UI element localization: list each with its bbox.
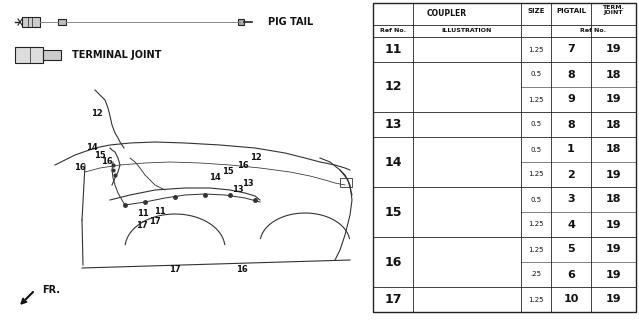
Text: 14: 14 [384,156,402,169]
Text: 19: 19 [606,94,621,105]
Text: 10: 10 [564,294,579,305]
Text: 1.25: 1.25 [528,246,544,252]
Text: 2: 2 [567,170,575,180]
Text: 14: 14 [86,143,98,153]
Text: ILLUSTRATION: ILLUSTRATION [442,28,492,34]
Text: 7: 7 [567,44,575,54]
Text: 1.25: 1.25 [528,221,544,228]
Text: 17: 17 [136,220,148,229]
Text: 0.5: 0.5 [530,71,542,77]
Text: 15: 15 [384,205,402,219]
Text: 1: 1 [567,145,575,155]
Text: 12: 12 [384,81,402,93]
Text: 12: 12 [250,154,262,163]
Text: 3: 3 [567,195,575,204]
Bar [15,47,43,63]
Text: 18: 18 [606,195,621,204]
Text: 19: 19 [606,220,621,229]
Text: 19: 19 [606,44,621,54]
Text: 17: 17 [384,293,402,306]
Text: 13: 13 [242,179,254,188]
Text: 17: 17 [169,266,181,275]
Text: 4: 4 [567,220,575,229]
Text: 5: 5 [567,244,575,254]
Text: TERMINAL JOINT: TERMINAL JOINT [72,50,162,60]
Bar [58,19,66,25]
Text: 0.5: 0.5 [530,147,542,153]
Text: 8: 8 [567,69,575,79]
Text: 13: 13 [384,118,402,131]
Text: Ref No.: Ref No. [580,28,606,34]
Bar [340,178,352,187]
Text: PIGTAIL: PIGTAIL [556,8,586,14]
Text: FR.: FR. [42,285,60,295]
Text: 13: 13 [232,186,244,195]
Text: PIG TAIL: PIG TAIL [268,17,313,27]
Text: 0.5: 0.5 [530,122,542,127]
Bar [22,17,40,27]
Text: SIZE: SIZE [527,8,545,14]
Text: COUPLER: COUPLER [427,10,467,19]
Text: .25: .25 [530,271,541,277]
Bar [238,19,244,25]
Text: 19: 19 [606,269,621,279]
Text: TERM.
JOINT: TERM. JOINT [603,4,624,15]
Text: 18: 18 [606,145,621,155]
Text: 16: 16 [74,164,86,172]
Text: 9: 9 [567,94,575,105]
Text: 16: 16 [101,157,113,166]
Text: 16: 16 [236,266,248,275]
Text: 16: 16 [237,161,249,170]
Bar [373,3,636,312]
Text: 1.25: 1.25 [528,97,544,102]
Text: 11: 11 [154,207,166,217]
Text: 15: 15 [94,150,106,159]
Text: 1.25: 1.25 [528,46,544,52]
Text: 6: 6 [567,269,575,279]
Text: 17: 17 [149,218,161,227]
Text: 1.25: 1.25 [528,297,544,302]
Text: 0.5: 0.5 [530,196,542,203]
Text: 19: 19 [606,244,621,254]
Text: 15: 15 [222,167,234,177]
Text: 19: 19 [606,170,621,180]
Text: 14: 14 [209,173,221,182]
Text: 11: 11 [384,43,402,56]
Text: 11: 11 [137,209,149,218]
Bar [43,50,61,60]
Text: 12: 12 [91,108,103,117]
Text: 8: 8 [567,119,575,130]
Text: 16: 16 [384,255,402,268]
Text: 19: 19 [606,294,621,305]
Text: 18: 18 [606,119,621,130]
Text: 18: 18 [606,69,621,79]
Text: 1.25: 1.25 [528,172,544,178]
Text: Ref No.: Ref No. [380,28,406,34]
